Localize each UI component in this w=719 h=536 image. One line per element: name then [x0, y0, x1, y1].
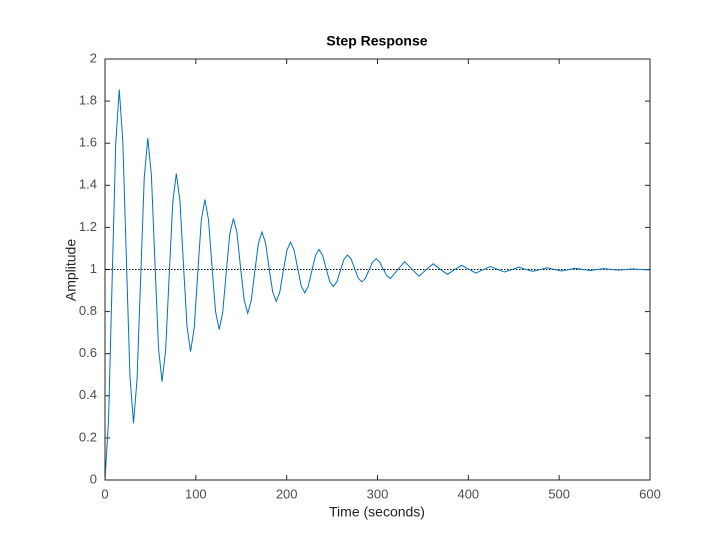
y-tick-label: 0.4: [79, 387, 97, 402]
x-tick-label: 200: [276, 486, 298, 501]
x-tick-label: 500: [548, 486, 570, 501]
y-tick-label: 0.8: [79, 303, 97, 318]
y-tick-label: 2: [90, 50, 97, 65]
x-tick-label: 100: [185, 486, 207, 501]
x-tick-label: 400: [457, 486, 479, 501]
x-tick-label: 600: [639, 486, 661, 501]
x-tick-label: 0: [101, 486, 108, 501]
y-tick-label: 0.2: [79, 429, 97, 444]
y-axis-label: Amplitude: [63, 239, 79, 301]
x-tick-label: 300: [367, 486, 389, 501]
y-tick-label: 1: [90, 261, 97, 276]
y-tick-label: 0.6: [79, 345, 97, 360]
y-tick-label: 0: [90, 471, 97, 486]
response-line: [104, 89, 651, 481]
y-tick-label: 1.2: [79, 219, 97, 234]
y-tick-label: 1.8: [79, 93, 97, 108]
chart-title: Step Response: [326, 33, 427, 49]
axes-box: [104, 58, 651, 481]
y-tick-label: 1.4: [79, 177, 97, 192]
y-tick-label: 1.6: [79, 135, 97, 150]
x-axis-label: Time (seconds): [329, 504, 425, 520]
